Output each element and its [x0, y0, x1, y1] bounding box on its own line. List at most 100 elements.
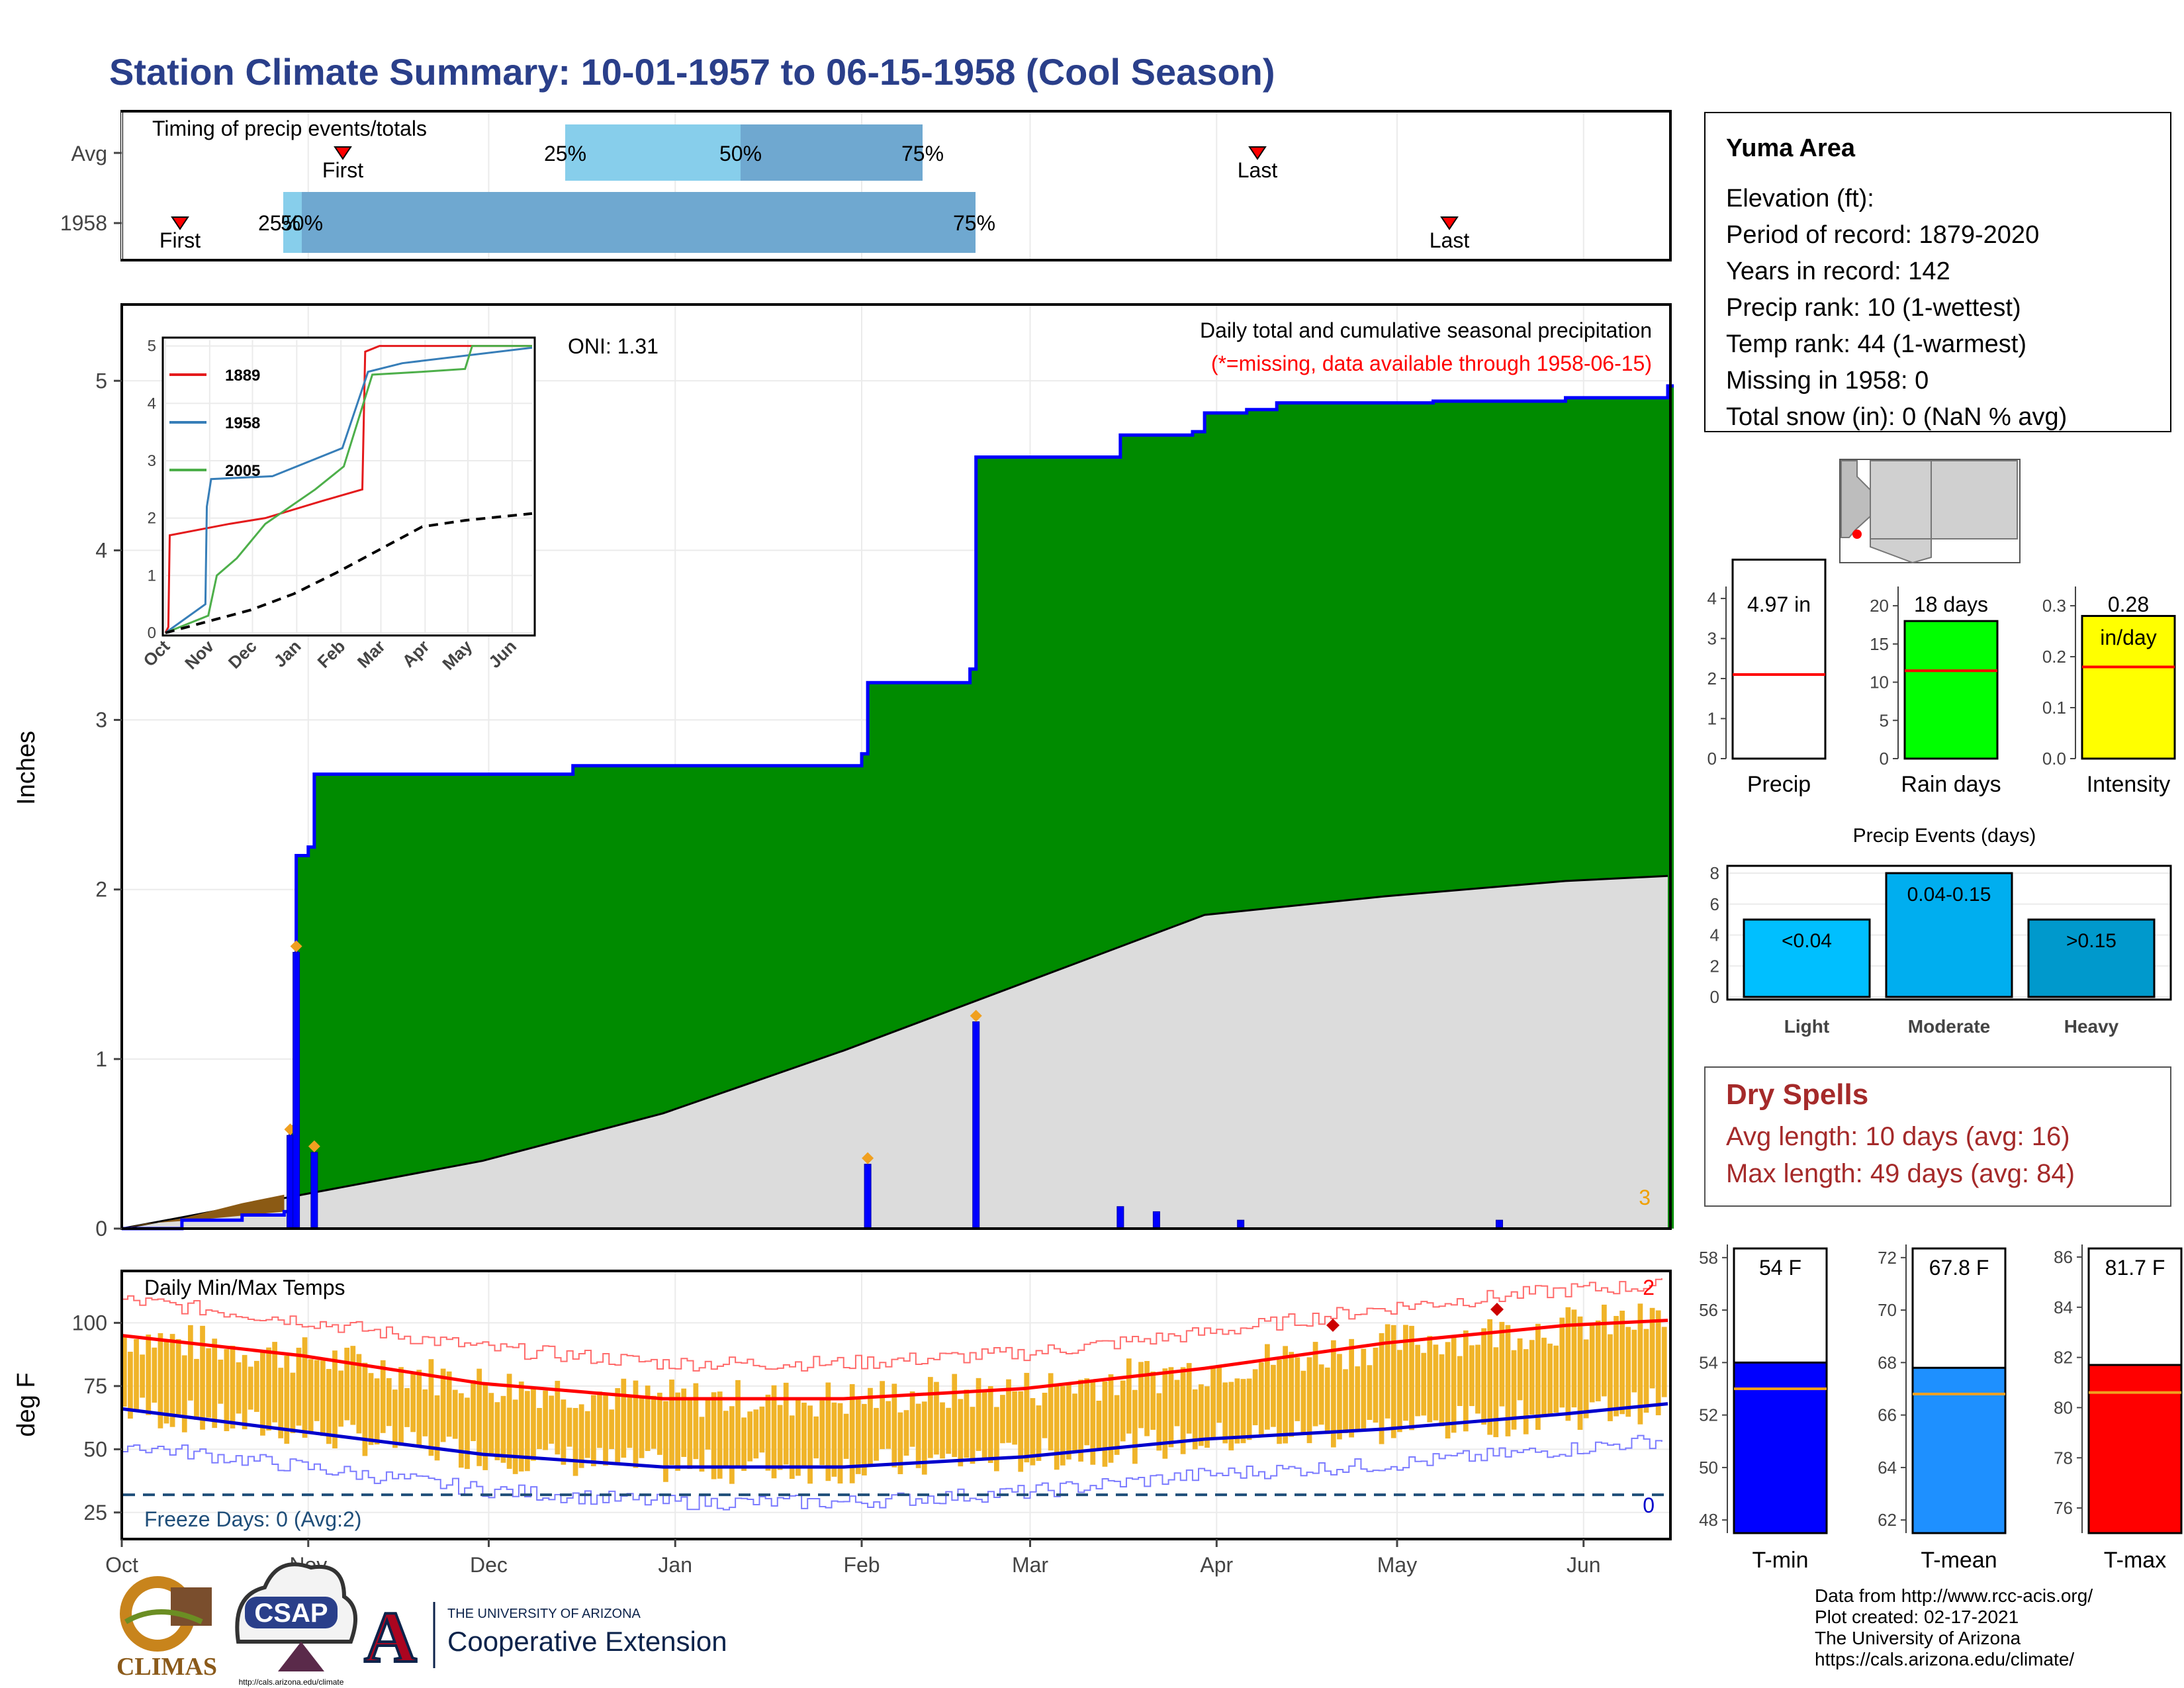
daily-temp-bar [1300, 1370, 1306, 1434]
temp-bar-ytick-label: 48 [1699, 1510, 1718, 1530]
daily-temp-bar [1421, 1352, 1427, 1416]
daily-temp-bar [759, 1406, 765, 1453]
daily-temp-bar [1210, 1368, 1216, 1438]
events-title: Precip Events (days) [1853, 825, 2036, 847]
new-mexico-shape [1931, 460, 2018, 539]
daily-temp-bar [1608, 1334, 1613, 1421]
daily-temp-bar [272, 1342, 277, 1423]
daily-temp-bar [1637, 1303, 1643, 1425]
daily-temp-bar [687, 1398, 693, 1470]
daily-temp-bar [1289, 1352, 1295, 1437]
y1958-first-label: First [159, 228, 201, 252]
daily-temp-bar [651, 1395, 657, 1449]
daily-temp-bar [970, 1407, 976, 1464]
precip-ytick-label: 3 [95, 708, 107, 732]
inset-ytick-label: 3 [148, 452, 156, 470]
daily-temp-bar [380, 1360, 386, 1433]
daily-temp-bar [1571, 1309, 1577, 1408]
inset-ytick-label: 1 [148, 567, 156, 585]
precip-ytick-label: 2 [95, 878, 107, 902]
temp-bar-ytick-label: 50 [1699, 1458, 1718, 1477]
daily-temp-bar [278, 1368, 284, 1438]
month-label-may: May [1377, 1553, 1417, 1577]
daily-temp-bar [386, 1378, 392, 1427]
daily-temp-bar [753, 1409, 759, 1459]
mini-bar-label: Precip [1747, 772, 1811, 797]
station-info-line: Precip rank: 10 (1-wettest) [1726, 294, 2021, 322]
inset-line-1958 [165, 346, 533, 634]
events-bar-light [1743, 918, 1871, 998]
daily-temp-bar [903, 1410, 909, 1456]
y1958-last-marker [1440, 216, 1459, 230]
daily-temp-bar [1475, 1344, 1480, 1414]
daily-temp-bar [338, 1370, 343, 1427]
events-bar-moderate [1885, 872, 2013, 998]
y1958-p25-label: 25% [258, 211, 300, 235]
daily-temp-bar [645, 1385, 651, 1451]
daily-temp-bar [1631, 1329, 1637, 1393]
daily-temp-bar [1469, 1345, 1475, 1407]
timing-row-avg: Avg [71, 142, 107, 165]
mini-ytick-label: 10 [1870, 673, 1889, 692]
daily-temp-bar [524, 1391, 530, 1472]
daily-temp-bar [657, 1392, 662, 1455]
daily-temp-bar [633, 1380, 639, 1468]
mini-bar-value [1731, 558, 1827, 760]
footer: CLIMAS CSAP http://cals.arizona.edu/clim… [116, 1562, 2093, 1687]
daily-temp-bar [296, 1347, 302, 1426]
daily-temp-bar [434, 1395, 440, 1461]
daily-temp-bar [1547, 1343, 1553, 1416]
daily-temp-bar [1228, 1382, 1234, 1451]
daily-temp-bar [465, 1397, 470, 1470]
daily-temp-bar [518, 1382, 524, 1472]
daily-temp-bar [332, 1350, 338, 1449]
avg-last-marker [1248, 146, 1267, 160]
daily-temp-bar [663, 1401, 668, 1482]
oni-label: ONI: 1.31 [568, 334, 659, 358]
daily-temp-bar [681, 1388, 687, 1457]
temp-bar-value-label: 54 F [1759, 1256, 1801, 1280]
mini-ytick-label: 4 [1707, 588, 1717, 608]
daily-temp-bar [1312, 1342, 1318, 1427]
station-info-line: Missing in 1958: 0 [1726, 367, 1929, 395]
daily-temp-bar [771, 1385, 777, 1479]
daily-temp-bar [284, 1356, 290, 1444]
daily-temp-bar [452, 1389, 458, 1439]
record-high-marker-1 [1326, 1319, 1340, 1332]
daily-temp-bar [1451, 1335, 1457, 1433]
daily-temp-bar [1409, 1325, 1414, 1430]
mini-bar-value-label: 18 days [1914, 592, 1988, 616]
daily-temp-bar [825, 1382, 831, 1481]
daily-temp-bar [212, 1338, 218, 1429]
daily-temp-bar [1330, 1340, 1336, 1448]
normal-min-line [121, 1402, 1668, 1469]
daily-temp-bar [940, 1402, 945, 1459]
daily-temp-bar [1252, 1369, 1258, 1426]
inset-line-2005 [165, 345, 532, 634]
daily-temp-bar [146, 1335, 152, 1415]
daily-temp-bar [1048, 1373, 1054, 1451]
daily-temp-bar [1427, 1336, 1433, 1423]
daily-temp-bar [880, 1381, 886, 1450]
daily-temp-bar [1108, 1374, 1114, 1463]
daily-temp-bar [1361, 1348, 1367, 1429]
temp-ytick-label: 100 [72, 1311, 107, 1335]
avg-cumulative-line [121, 874, 1668, 1230]
daily-temp-bar [813, 1416, 819, 1459]
daily-temp-bar [446, 1371, 452, 1437]
daily-temp-bar [946, 1407, 951, 1454]
record-max-line [122, 1278, 1662, 1372]
daily-temp-bar [1192, 1389, 1198, 1450]
arizona-shape [1870, 460, 1932, 539]
temp-bar-ytick-label: 56 [1699, 1300, 1718, 1320]
temp-ytick-label: 50 [83, 1437, 107, 1461]
inset-ytick-label: 4 [148, 395, 156, 412]
daily-precip-bar [1152, 1211, 1160, 1229]
daily-temp-bar [915, 1403, 921, 1468]
daily-temp-bar [1066, 1384, 1071, 1460]
temp-bar-ytick-label: 72 [1878, 1248, 1897, 1268]
daily-temp-bar [531, 1388, 536, 1461]
events-ytick-label: 0 [1710, 987, 1719, 1007]
events-bar-range: >0.15 [2066, 930, 2116, 952]
hot-days-count: 2 [1643, 1276, 1655, 1299]
